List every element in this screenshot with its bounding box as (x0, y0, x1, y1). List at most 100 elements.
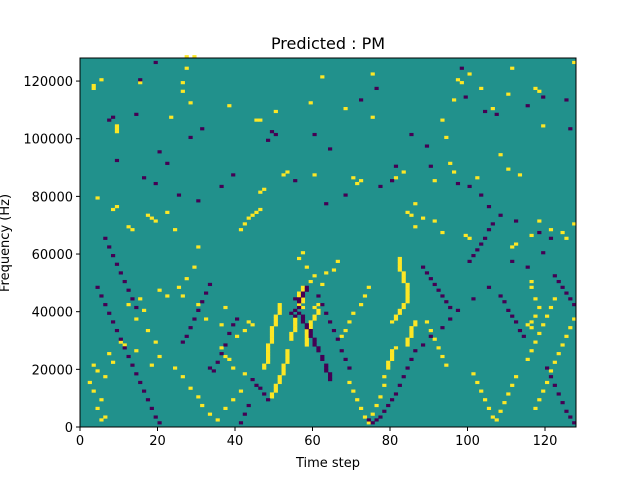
heatmap-cell-high (285, 349, 290, 353)
heatmap-cell-low (378, 415, 383, 419)
heatmap-cell-high (510, 66, 515, 70)
heatmap-cell-high (196, 395, 201, 399)
heatmap-cell-high (370, 72, 375, 76)
heatmap-cell-low (463, 95, 468, 99)
heatmap-cell-low (300, 294, 306, 298)
heatmap-cell-low (293, 308, 298, 312)
heatmap-cell-high (390, 354, 395, 359)
heatmap-cell-high (180, 294, 185, 298)
heatmap-cell-high (281, 173, 286, 177)
heatmap-cell-low (506, 308, 511, 312)
y-tick-label: 0 (65, 421, 73, 436)
heatmap-cell-high (362, 415, 368, 419)
heatmap-cell-high (533, 297, 538, 301)
heatmap-cell-low (479, 193, 484, 197)
heatmap-cell-low (471, 254, 476, 258)
heatmap-cell-high (541, 389, 546, 393)
heatmap-cell-low (300, 320, 306, 324)
heatmap-cell-high (308, 320, 313, 324)
heatmap-cell-low (304, 326, 309, 330)
heatmap-cell-low (483, 236, 488, 240)
heatmap-cell-low (331, 328, 337, 333)
heatmap-cell-high (467, 236, 472, 240)
heatmap-cell-low (242, 412, 247, 416)
heatmap-cell-high (130, 228, 135, 232)
heatmap-cell-low (525, 265, 530, 269)
heatmap-cell-high (386, 363, 391, 367)
heatmap-cell-low (111, 254, 116, 258)
heatmap-cell-high (444, 363, 449, 367)
heatmap-cell-low (467, 259, 472, 263)
heatmap-cell-low (289, 311, 294, 315)
heatmap-cell-low (142, 389, 147, 393)
heatmap-cell-low (300, 317, 306, 321)
heatmap-cell-high (320, 282, 325, 287)
heatmap-cell-high (235, 334, 240, 338)
heatmap-cell-low (134, 372, 139, 376)
heatmap-cell-low (424, 271, 430, 275)
heatmap-cell-high (390, 352, 395, 356)
heatmap-cell-high (281, 366, 286, 370)
heatmap-cell-low (142, 176, 147, 180)
heatmap-cell-high (266, 360, 271, 364)
heatmap-cell-high (227, 357, 232, 361)
heatmap-cell-high (180, 89, 185, 93)
heatmap-cell-high (273, 314, 278, 318)
heatmap-cell-high (149, 216, 154, 220)
heatmap-cell-high (355, 181, 360, 186)
heatmap-cell-low (335, 337, 340, 341)
heatmap-cell-low (409, 357, 414, 361)
heatmap-cell-high (401, 277, 406, 281)
heatmap-cell-low (514, 320, 519, 324)
heatmap-cell-low (308, 331, 313, 336)
heatmap-cell-high (138, 81, 143, 85)
heatmap-cell-low (312, 340, 317, 344)
heatmap-cell-high (529, 349, 534, 353)
heatmap-cell-high (300, 251, 306, 255)
heatmap-cell-high (111, 207, 116, 212)
heatmap-cell-high (409, 331, 414, 336)
heatmap-cell-high (359, 303, 364, 307)
heatmap-cell-low (293, 179, 298, 183)
heatmap-cell-high (397, 268, 402, 272)
heatmap-cell-high (196, 245, 201, 249)
heatmap-cell-low (192, 317, 197, 321)
heatmap-cell-high (246, 216, 251, 220)
heatmap-cell-high (490, 415, 495, 419)
heatmap-cell-low (517, 328, 523, 333)
heatmap-cell-high (266, 354, 271, 359)
heatmap-cell-high (273, 389, 278, 393)
heatmap-cell-high (138, 297, 143, 301)
heatmap-cell-high (405, 282, 410, 287)
y-axis: 0 20000 40000 60000 80000 100000 120000 (23, 75, 80, 436)
heatmap-cell-high (545, 314, 550, 318)
heatmap-cell-high (293, 323, 298, 327)
heatmap-cell-high (552, 360, 557, 364)
heatmap-cell-high (424, 320, 430, 324)
heatmap-cell-high (533, 314, 538, 318)
heatmap-cell-low (393, 164, 399, 168)
heatmap-cell-low (455, 181, 461, 186)
heatmap-cell-high (231, 398, 236, 402)
heatmap-cell-low (153, 181, 158, 186)
heatmap-cell-low (440, 326, 445, 330)
heatmap-cell-high (545, 380, 550, 385)
heatmap-cell-high (95, 406, 100, 410)
heatmap-cell-high (254, 118, 259, 122)
heatmap-cell-high (370, 115, 375, 119)
heatmap-cell-high (238, 389, 244, 393)
heatmap-cell-high (142, 308, 147, 312)
heatmap-cell-high (347, 380, 352, 385)
heatmap-cell-high (165, 210, 170, 214)
heatmap-cell-high (134, 317, 139, 321)
heatmap-cell-low (560, 401, 565, 405)
heatmap-cell-high (126, 303, 131, 307)
heatmap-cell-high (440, 118, 445, 122)
heatmap-cell-high (529, 233, 534, 238)
heatmap-cell-high (153, 340, 158, 344)
heatmap-cell-high (285, 354, 290, 359)
heatmap-cell-low (320, 354, 325, 359)
heatmap-cell-high (169, 115, 174, 119)
heatmap-cell-high (122, 343, 127, 347)
heatmap-cell-high (560, 343, 565, 347)
